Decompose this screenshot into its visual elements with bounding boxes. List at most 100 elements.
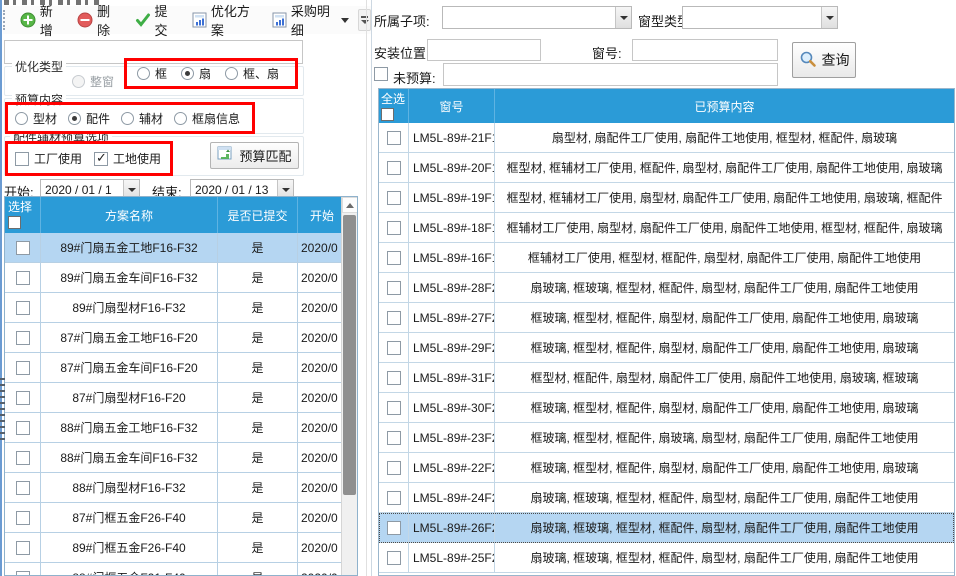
combo-dropdown-button[interactable] — [123, 180, 139, 200]
plan-table-row[interactable]: 89#门框五金F26-F40 是 2020/0 — [5, 533, 343, 563]
window-table-row[interactable]: LM5L-89#-28F26 扇玻璃, 框玻璃, 框型材, 框配件, 扇型材, … — [379, 273, 954, 303]
plan-table-row[interactable]: 87#门扇五金工地F16-F20 是 2020/0 — [5, 323, 343, 353]
plan-table-row[interactable]: 88#门框五金F21-F40 是 2020/0 — [5, 563, 343, 575]
row-checkbox[interactable] — [386, 490, 401, 505]
row-checkbox[interactable] — [15, 390, 30, 405]
plan-table-row[interactable]: 87#门框五金F26-F40 是 2020/0 — [5, 503, 343, 533]
plan-table-scrollbar[interactable] — [341, 197, 357, 575]
site-use-checkbox[interactable]: 工地使用 — [94, 150, 161, 167]
budget-match-icon — [217, 146, 234, 165]
row-checkbox[interactable] — [386, 370, 401, 385]
combo-dropdown-button[interactable] — [821, 7, 837, 28]
plan-table-row[interactable]: 89#门扇五金工地F16-F32 是 2020/0 — [5, 233, 343, 263]
row-checkbox[interactable] — [15, 270, 30, 285]
row-checkbox[interactable] — [15, 360, 30, 375]
scroll-up-button[interactable] — [342, 197, 357, 213]
window-no-cell: LM5L-89#-21F19 — [409, 123, 495, 152]
window-table-row[interactable]: LM5L-89#-29F27 框玻璃, 框型材, 框配件, 扇型材, 扇配件工厂… — [379, 333, 954, 363]
plan-table-row[interactable]: 87#门扇型材F16-F20 是 2020/0 — [5, 383, 343, 413]
plan-table-row[interactable]: 88#门扇五金车间F16-F32 是 2020/0 — [5, 443, 343, 473]
row-checkbox[interactable] — [386, 280, 401, 295]
window-table-row[interactable]: LM5L-89#-22F20 框玻璃, 框型材, 框配件, 扇型材, 扇配件工厂… — [379, 453, 954, 483]
row-checkbox[interactable] — [15, 300, 30, 315]
plan-table-row[interactable]: 88#门扇五金工地F16-F32 是 2020/0 — [5, 413, 343, 443]
window-table-row[interactable]: LM5L-89#-19F17 框型材, 框辅材工厂使用, 扇型材, 扇配件工厂使… — [379, 183, 954, 213]
window-table-row[interactable]: LM5L-89#-25F23 扇玻璃, 框玻璃, 框型材, 框配件, 扇型材, … — [379, 543, 954, 573]
purchase-detail-button[interactable]: 采购明细 — [265, 0, 356, 43]
row-checkbox[interactable] — [386, 250, 401, 265]
plan-table-row[interactable]: 87#门扇五金车间F16-F20 是 2020/0 — [5, 353, 343, 383]
install-position-input[interactable] — [427, 39, 541, 61]
window-table-row[interactable]: LM5L-89#-23F21 框玻璃, 框型材, 框配件, 扇玻璃, 扇型材, … — [379, 423, 954, 453]
radio-profile[interactable]: 型材 — [15, 110, 57, 127]
row-checkbox[interactable] — [386, 220, 401, 235]
no-budget-checkbox[interactable] — [374, 67, 388, 81]
plan-header-name[interactable]: 方案名称 — [41, 197, 218, 233]
delete-button[interactable]: 删除 — [70, 0, 125, 43]
row-checkbox[interactable] — [15, 510, 30, 525]
row-checkbox[interactable] — [15, 420, 30, 435]
row-checkbox[interactable] — [386, 460, 401, 475]
add-button[interactable]: 新增 — [13, 0, 68, 43]
submit-button[interactable]: 提交 — [128, 0, 183, 43]
row-checkbox[interactable] — [386, 400, 401, 415]
end-date-picker[interactable]: 2020 / 01 / 13 — [190, 179, 294, 201]
window-table-row[interactable]: LM5L-89#-18F16 框辅材工厂使用, 扇型材, 扇配件工厂使用, 扇配… — [379, 213, 954, 243]
factory-use-checkbox[interactable]: 工厂使用 — [15, 150, 82, 167]
row-checkbox[interactable] — [15, 240, 30, 255]
optimize-plan-button[interactable]: 优化方案 — [185, 0, 263, 43]
row-checkbox[interactable] — [386, 160, 401, 175]
budget-match-button[interactable]: 预算匹配 — [210, 142, 299, 169]
dropdown-arrow-icon[interactable] — [341, 17, 350, 23]
window-table-row[interactable]: LM5L-89#-20F18 框型材, 框辅材工厂使用, 框配件, 扇型材, 扇… — [379, 153, 954, 183]
row-checkbox[interactable] — [386, 520, 401, 535]
radio-sash[interactable]: 扇 — [181, 65, 211, 82]
radio-auxiliary[interactable]: 辅材 — [121, 110, 163, 127]
row-checkbox[interactable] — [386, 430, 401, 445]
row-checkbox[interactable] — [15, 480, 30, 495]
radio-accessory[interactable]: 配件 — [68, 110, 110, 127]
row-checkbox[interactable] — [386, 310, 401, 325]
plan-table-row[interactable]: 88#门扇型材F16-F32 是 2020/0 — [5, 473, 343, 503]
window-table-row[interactable]: LM5L-89#-31F29 框型材, 框配件, 扇型材, 扇配件工厂使用, 扇… — [379, 363, 954, 393]
window-header-select-all[interactable]: 全选 — [379, 89, 409, 123]
row-checkbox[interactable] — [386, 130, 401, 145]
row-checkbox[interactable] — [386, 550, 401, 565]
window-table-row[interactable]: LM5L-89#-16F15 框辅材工厂使用, 框型材, 框配件, 扇型材, 扇… — [379, 243, 954, 273]
window-table-row[interactable]: LM5L-89#-26F24 扇玻璃, 框玻璃, 框型材, 框配件, 扇型材, … — [379, 513, 954, 543]
plan-table-row[interactable]: 89#门扇型材F16-F32 是 2020/0 — [5, 293, 343, 323]
window-table-row[interactable]: LM5L-89#-24F22 扇玻璃, 框玻璃, 框型材, 框配件, 扇型材, … — [379, 483, 954, 513]
radio-frame[interactable]: 框 — [137, 65, 167, 82]
plan-name-cell: 89#门框五金F26-F40 — [41, 533, 218, 562]
window-header-budgeted[interactable]: 已预算内容 — [694, 99, 755, 114]
row-checkbox[interactable] — [15, 570, 30, 575]
window-type-select[interactable] — [682, 6, 838, 29]
scrollbar-thumb[interactable] — [343, 215, 356, 495]
select-all-checkbox[interactable] — [8, 216, 21, 229]
combo-dropdown-button[interactable] — [615, 7, 631, 28]
splitter-grip[interactable] — [0, 378, 5, 444]
select-all-checkbox[interactable] — [381, 108, 394, 121]
plan-table-row[interactable]: 89#门扇五金车间F16-F32 是 2020/0 — [5, 263, 343, 293]
toolbar-overflow-button[interactable] — [358, 9, 371, 31]
window-no-input[interactable] — [632, 39, 778, 61]
window-table-row[interactable]: LM5L-89#-30F28 框玻璃, 框型材, 框配件, 扇型材, 扇配件工厂… — [379, 393, 954, 423]
plan-header-start[interactable]: 开始 — [310, 208, 335, 223]
row-checkbox[interactable] — [15, 330, 30, 345]
radio-frame-sash[interactable]: 框、扇 — [225, 65, 279, 82]
row-checkbox[interactable] — [15, 450, 30, 465]
query-button[interactable]: 查询 — [792, 42, 856, 78]
row-checkbox[interactable] — [386, 340, 401, 355]
plan-header-submitted[interactable]: 是否已提交 — [218, 197, 298, 233]
radio-frame-sash-info[interactable]: 框扇信息 — [174, 110, 240, 127]
no-budget-input[interactable] — [443, 63, 778, 86]
toolbar-grip-icon[interactable] — [3, 10, 8, 30]
window-table-row[interactable]: LM5L-89#-21F19 扇型材, 扇配件工厂使用, 扇配件工地使用, 框型… — [379, 123, 954, 153]
combo-dropdown-button[interactable] — [277, 180, 293, 200]
sub-item-select[interactable] — [442, 6, 632, 29]
window-header-no[interactable]: 窗号 — [409, 89, 495, 123]
row-checkbox[interactable] — [15, 540, 30, 555]
window-table-row[interactable]: LM5L-89#-27F25 框玻璃, 框型材, 框配件, 扇型材, 扇配件工厂… — [379, 303, 954, 333]
plan-header-select[interactable]: 选择 — [5, 197, 41, 233]
row-checkbox[interactable] — [386, 190, 401, 205]
